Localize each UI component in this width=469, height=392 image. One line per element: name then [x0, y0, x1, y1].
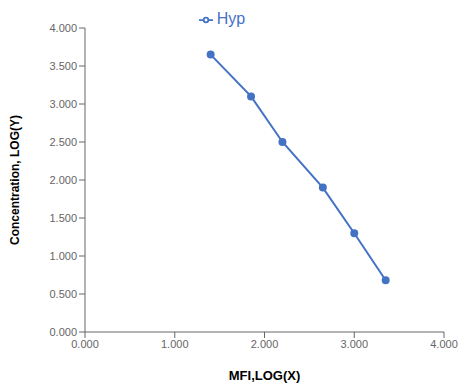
svg-text:2.000: 2.000	[251, 338, 279, 350]
svg-text:MFI,LOG(X): MFI,LOG(X)	[229, 368, 301, 383]
svg-text:4.000: 4.000	[430, 338, 458, 350]
svg-text:2.000: 2.000	[49, 174, 77, 186]
svg-text:4.000: 4.000	[49, 22, 77, 34]
svg-text:Concentration, LOG(Y): Concentration, LOG(Y)	[8, 115, 22, 245]
svg-text:0.000: 0.000	[71, 338, 99, 350]
svg-text:3.000: 3.000	[340, 338, 368, 350]
svg-text:2.500: 2.500	[49, 136, 77, 148]
html-text:Hyp: Hyp	[216, 10, 246, 27]
svg-text:3.500: 3.500	[49, 60, 77, 72]
svg-text:0.000: 0.000	[49, 326, 77, 338]
svg-text:1.000: 1.000	[49, 250, 77, 262]
svg-text:1.500: 1.500	[49, 212, 77, 224]
svg-text:0.500: 0.500	[49, 288, 77, 300]
svg-text:3.000: 3.000	[49, 98, 77, 110]
svg-text:1.000: 1.000	[161, 338, 189, 350]
